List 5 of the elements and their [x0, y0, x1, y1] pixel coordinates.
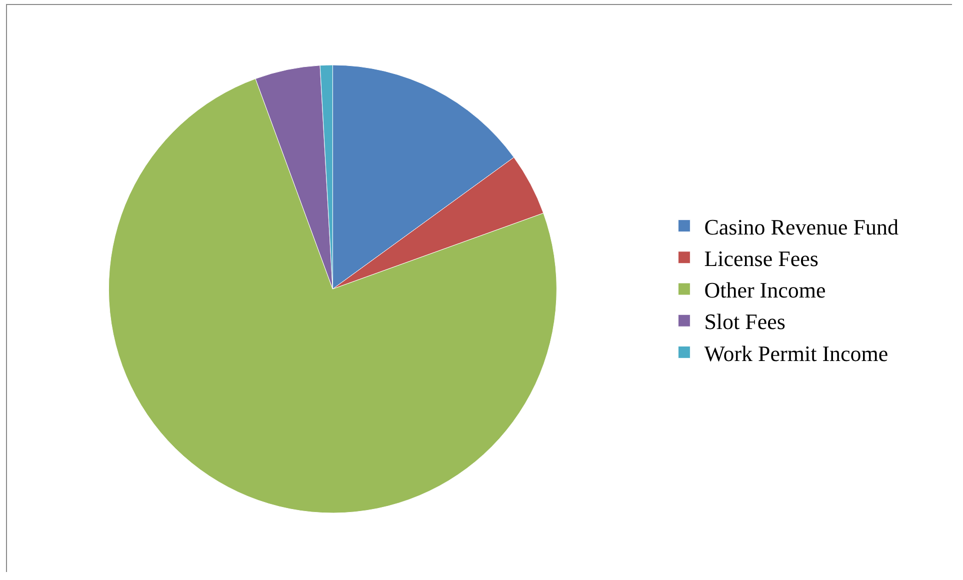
legend-label: License Fees: [704, 246, 818, 271]
legend-label: Work Permit Income: [704, 340, 888, 366]
legend-label: Casino Revenue Fund: [704, 214, 899, 240]
legend-label: Other Income: [704, 278, 826, 303]
legend-label: Slot Fees: [704, 309, 786, 334]
